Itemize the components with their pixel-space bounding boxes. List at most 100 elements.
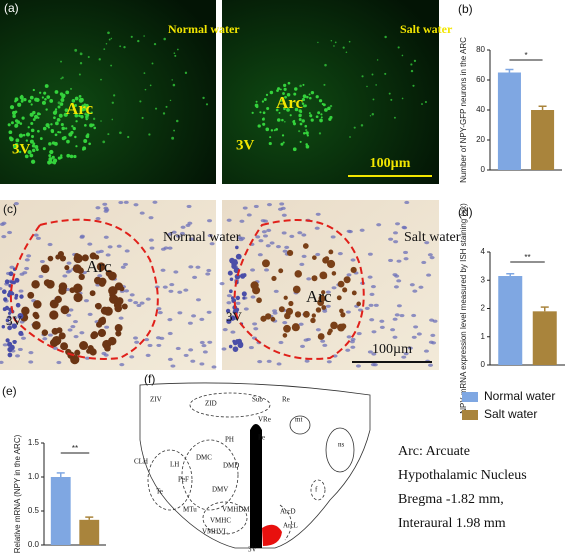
- cell: [25, 139, 28, 142]
- cell: [61, 76, 64, 79]
- cell: [302, 94, 307, 99]
- cell: [342, 46, 345, 49]
- cell: [273, 129, 276, 132]
- cell: [28, 360, 34, 364]
- y-tick-label: 1.5: [28, 438, 40, 447]
- cell: [233, 260, 239, 265]
- cell: [81, 104, 85, 108]
- atlas-label: CLH: [134, 458, 148, 466]
- cell: [70, 355, 80, 365]
- ventricle-label: 3V: [6, 313, 23, 328]
- cell: [97, 328, 107, 338]
- cell: [322, 103, 326, 107]
- cell: [141, 116, 144, 120]
- cell: [407, 346, 413, 350]
- cell: [167, 317, 173, 322]
- cell: [265, 127, 270, 132]
- cell: [162, 285, 168, 289]
- cell: [275, 245, 281, 249]
- cell: [395, 222, 401, 226]
- cell: [388, 92, 391, 95]
- cell: [136, 303, 142, 308]
- region-label: Arc: [86, 257, 112, 276]
- cell: [195, 298, 201, 302]
- cell: [432, 319, 438, 323]
- cell: [32, 88, 35, 92]
- cell: [118, 200, 124, 205]
- cell: [148, 133, 151, 136]
- y-tick-label: 80: [476, 45, 485, 54]
- cell: [29, 139, 34, 144]
- cell: [239, 219, 245, 223]
- atlas-region: [325, 427, 355, 473]
- cell: [64, 108, 69, 112]
- cell: [92, 117, 96, 121]
- cell: [271, 275, 277, 282]
- cell: [115, 330, 122, 337]
- cell: [332, 354, 338, 358]
- cell: [283, 83, 287, 87]
- panel-label: (d): [458, 205, 473, 219]
- cell: [330, 321, 338, 330]
- cell: [281, 118, 284, 122]
- cell: [167, 331, 173, 336]
- cell: [301, 102, 305, 105]
- cell: [283, 324, 291, 333]
- cell: [409, 283, 415, 287]
- cell: [113, 94, 116, 97]
- cell: [284, 104, 287, 107]
- cell: [260, 219, 266, 223]
- cell: [331, 271, 337, 276]
- cell: [268, 141, 272, 146]
- y-tick-label: 20: [476, 135, 485, 144]
- cell: [393, 116, 396, 119]
- cell: [272, 309, 278, 313]
- cell: [345, 51, 348, 54]
- cell: [165, 105, 168, 108]
- cell: [346, 335, 352, 339]
- atlas-region: [279, 504, 292, 541]
- cell: [262, 111, 266, 115]
- cell: [163, 246, 169, 250]
- cell: [301, 97, 305, 102]
- cell: [280, 206, 286, 210]
- cell: [301, 233, 307, 237]
- cell: [261, 230, 267, 234]
- cell: [273, 289, 279, 293]
- cell: [431, 341, 437, 345]
- cell: [320, 113, 323, 116]
- cell: [293, 92, 297, 96]
- cell: [170, 364, 176, 368]
- cell: [49, 149, 54, 155]
- cell: [349, 340, 355, 344]
- atlas-label: VMHC: [210, 517, 231, 525]
- cell: [54, 108, 58, 111]
- cell: [148, 216, 154, 220]
- cell: [151, 62, 154, 65]
- cell: [59, 114, 63, 117]
- cell: [47, 333, 53, 337]
- cell: [259, 111, 262, 114]
- cell: [257, 360, 263, 364]
- cell: [291, 323, 300, 332]
- cell: [345, 348, 351, 352]
- cell: [292, 120, 296, 124]
- cell: [356, 331, 362, 336]
- cell: [329, 115, 333, 120]
- cell: [320, 339, 326, 343]
- cell: [310, 118, 314, 122]
- cell: [285, 307, 294, 316]
- cell: [227, 270, 233, 276]
- cell: [7, 341, 13, 347]
- cell: [278, 268, 284, 274]
- cell: [22, 133, 26, 137]
- cell: [171, 79, 173, 81]
- scale-bar-label: 100µm: [370, 156, 411, 171]
- cell: [174, 54, 177, 57]
- cell: [266, 359, 272, 363]
- cell: [209, 242, 215, 246]
- cell: [294, 107, 299, 112]
- cell: [149, 84, 152, 87]
- cell: [3, 297, 8, 302]
- cell: [326, 259, 336, 269]
